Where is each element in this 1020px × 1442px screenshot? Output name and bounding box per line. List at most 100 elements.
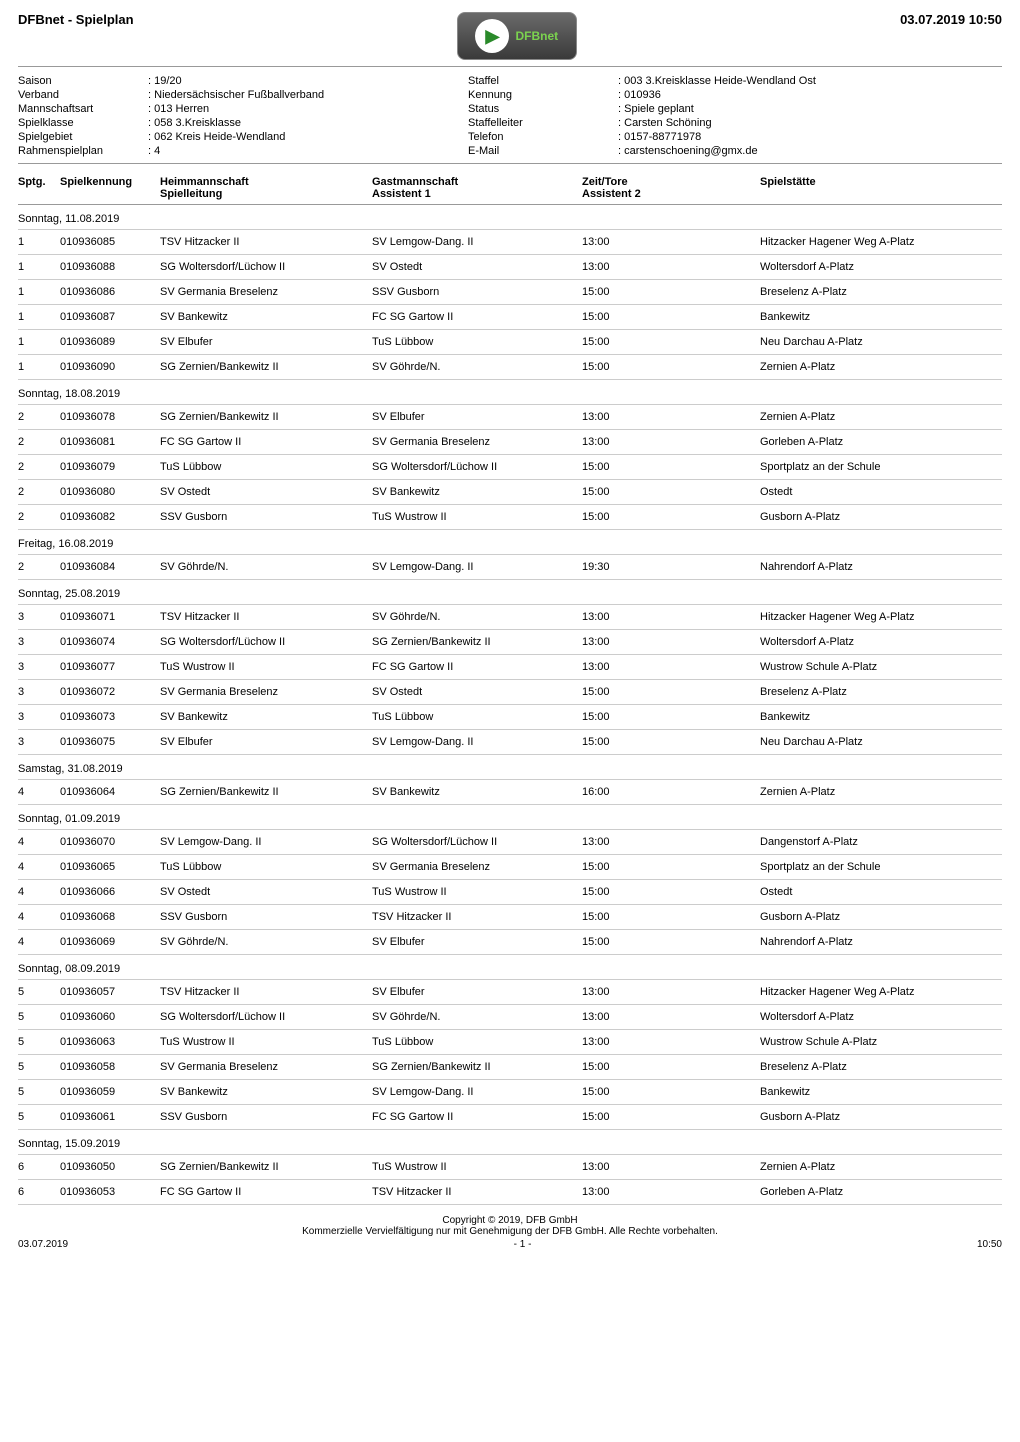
cell-sptg: 2 bbox=[18, 436, 60, 448]
meta-label: Mannschaftsart bbox=[18, 103, 148, 115]
cell-gast: SSV Gusborn bbox=[372, 286, 582, 298]
cell-stadion: Ostedt bbox=[760, 886, 1002, 898]
cell-sptg: 3 bbox=[18, 736, 60, 748]
date-header: Freitag, 16.08.2019 bbox=[18, 530, 1002, 555]
meta-labels-right: StaffelKennungStatusStaffelleiterTelefon… bbox=[468, 75, 618, 157]
cell-kennung: 010936061 bbox=[60, 1111, 160, 1123]
cell-sptg: 4 bbox=[18, 861, 60, 873]
cell-gast: SV Elbufer bbox=[372, 411, 582, 423]
cell-stadion: Woltersdorf A-Platz bbox=[760, 636, 1002, 648]
cell-zeit: 15:00 bbox=[582, 286, 760, 298]
col-zeit-main: Zeit/Tore bbox=[582, 176, 760, 188]
date-header: Sonntag, 11.08.2019 bbox=[18, 205, 1002, 230]
logo-play-icon: ▶ bbox=[475, 19, 509, 53]
cell-gast: TuS Wustrow II bbox=[372, 1161, 582, 1173]
cell-stadion: Bankewitz bbox=[760, 311, 1002, 323]
fixture-row: 1010936086SV Germania BreselenzSSV Gusbo… bbox=[18, 280, 1002, 305]
date-header: Sonntag, 15.09.2019 bbox=[18, 1130, 1002, 1155]
cell-heim: TSV Hitzacker II bbox=[160, 611, 372, 623]
date-header: Sonntag, 01.09.2019 bbox=[18, 805, 1002, 830]
cell-stadion: Hitzacker Hagener Weg A-Platz bbox=[760, 236, 1002, 248]
cell-stadion: Nahrendorf A-Platz bbox=[760, 561, 1002, 573]
cell-stadion: Gorleben A-Platz bbox=[760, 1186, 1002, 1198]
footer-right: 10:50 bbox=[977, 1239, 1002, 1250]
col-gast-sub: Assistent 1 bbox=[372, 188, 582, 200]
cell-sptg: 2 bbox=[18, 411, 60, 423]
cell-stadion: Gusborn A-Platz bbox=[760, 1111, 1002, 1123]
cell-kennung: 010936073 bbox=[60, 711, 160, 723]
cell-heim: TuS Lübbow bbox=[160, 861, 372, 873]
cell-stadion: Ostedt bbox=[760, 486, 1002, 498]
cell-zeit: 13:00 bbox=[582, 1161, 760, 1173]
meta-value: 003 3.Kreisklasse Heide-Wendland Ost bbox=[618, 75, 1002, 87]
cell-sptg: 4 bbox=[18, 836, 60, 848]
cell-stadion: Neu Darchau A-Platz bbox=[760, 736, 1002, 748]
meta-block: SaisonVerbandMannschaftsartSpielklasseSp… bbox=[18, 75, 1002, 164]
cell-zeit: 15:00 bbox=[582, 736, 760, 748]
cell-heim: SG Woltersdorf/Lüchow II bbox=[160, 261, 372, 273]
cell-sptg: 2 bbox=[18, 486, 60, 498]
fixture-row: 1010936085TSV Hitzacker IISV Lemgow-Dang… bbox=[18, 230, 1002, 255]
cell-gast: FC SG Gartow II bbox=[372, 311, 582, 323]
cell-kennung: 010936084 bbox=[60, 561, 160, 573]
meta-label: E-Mail bbox=[468, 145, 618, 157]
cell-gast: SV Lemgow-Dang. II bbox=[372, 1086, 582, 1098]
cell-kennung: 010936079 bbox=[60, 461, 160, 473]
cell-stadion: Zernien A-Platz bbox=[760, 1161, 1002, 1173]
cell-gast: TuS Wustrow II bbox=[372, 886, 582, 898]
cell-gast: TuS Wustrow II bbox=[372, 511, 582, 523]
meta-label: Kennung bbox=[468, 89, 618, 101]
cell-zeit: 15:00 bbox=[582, 336, 760, 348]
fixture-row: 4010936064SG Zernien/Bankewitz IISV Bank… bbox=[18, 780, 1002, 805]
meta-label: Staffelleiter bbox=[468, 117, 618, 129]
meta-value: 058 3.Kreisklasse bbox=[148, 117, 468, 129]
cell-heim: TSV Hitzacker II bbox=[160, 236, 372, 248]
fixture-row: 1010936087SV BankewitzFC SG Gartow II15:… bbox=[18, 305, 1002, 330]
cell-zeit: 15:00 bbox=[582, 936, 760, 948]
footer-center: - 1 - bbox=[514, 1239, 532, 1250]
cell-gast: FC SG Gartow II bbox=[372, 661, 582, 673]
cell-zeit: 13:00 bbox=[582, 661, 760, 673]
fixture-row: 1010936089SV ElbuferTuS Lübbow15:00Neu D… bbox=[18, 330, 1002, 355]
meta-labels-left: SaisonVerbandMannschaftsartSpielklasseSp… bbox=[18, 75, 148, 157]
cell-kennung: 010936078 bbox=[60, 411, 160, 423]
fixture-row: 6010936053FC SG Gartow IITSV Hitzacker I… bbox=[18, 1180, 1002, 1205]
cell-stadion: Zernien A-Platz bbox=[760, 411, 1002, 423]
cell-sptg: 5 bbox=[18, 1061, 60, 1073]
date-header: Sonntag, 25.08.2019 bbox=[18, 580, 1002, 605]
cell-stadion: Hitzacker Hagener Weg A-Platz bbox=[760, 986, 1002, 998]
fixture-row: 5010936057TSV Hitzacker IISV Elbufer13:0… bbox=[18, 980, 1002, 1005]
col-kennung: Spielkennung bbox=[60, 176, 160, 200]
cell-heim: SG Zernien/Bankewitz II bbox=[160, 1161, 372, 1173]
col-sptg: Sptg. bbox=[18, 176, 60, 200]
cell-sptg: 4 bbox=[18, 936, 60, 948]
cell-kennung: 010936082 bbox=[60, 511, 160, 523]
cell-stadion: Bankewitz bbox=[760, 711, 1002, 723]
footer: Copyright © 2019, DFB GmbH Kommerzielle … bbox=[18, 1215, 1002, 1237]
cell-zeit: 15:00 bbox=[582, 1061, 760, 1073]
cell-gast: SV Elbufer bbox=[372, 986, 582, 998]
fixture-row: 2010936082SSV GusbornTuS Wustrow II15:00… bbox=[18, 505, 1002, 530]
meta-label: Saison bbox=[18, 75, 148, 87]
cell-heim: TuS Lübbow bbox=[160, 461, 372, 473]
cell-sptg: 1 bbox=[18, 336, 60, 348]
meta-values-left: 19/20Niedersächsischer Fußballverband013… bbox=[148, 75, 468, 157]
fixture-row: 2010936081FC SG Gartow IISV Germania Bre… bbox=[18, 430, 1002, 455]
meta-value: 0157-88771978 bbox=[618, 131, 1002, 143]
cell-stadion: Zernien A-Platz bbox=[760, 361, 1002, 373]
cell-kennung: 010936066 bbox=[60, 886, 160, 898]
cell-kennung: 010936090 bbox=[60, 361, 160, 373]
cell-heim: SSV Gusborn bbox=[160, 1111, 372, 1123]
cell-heim: TuS Wustrow II bbox=[160, 1036, 372, 1048]
dfbnet-logo: ▶ DFBnet bbox=[457, 12, 577, 60]
fixture-row: 5010936058SV Germania BreselenzSG Zernie… bbox=[18, 1055, 1002, 1080]
cell-zeit: 15:00 bbox=[582, 861, 760, 873]
col-heim-sub: Spielleitung bbox=[160, 188, 372, 200]
cell-zeit: 16:00 bbox=[582, 786, 760, 798]
meta-label: Staffel bbox=[468, 75, 618, 87]
cell-gast: SV Germania Breselenz bbox=[372, 861, 582, 873]
cell-heim: SV Bankewitz bbox=[160, 1086, 372, 1098]
fixture-row: 3010936073SV BankewitzTuS Lübbow15:00Ban… bbox=[18, 705, 1002, 730]
cell-kennung: 010936087 bbox=[60, 311, 160, 323]
cell-gast: SG Woltersdorf/Lüchow II bbox=[372, 836, 582, 848]
